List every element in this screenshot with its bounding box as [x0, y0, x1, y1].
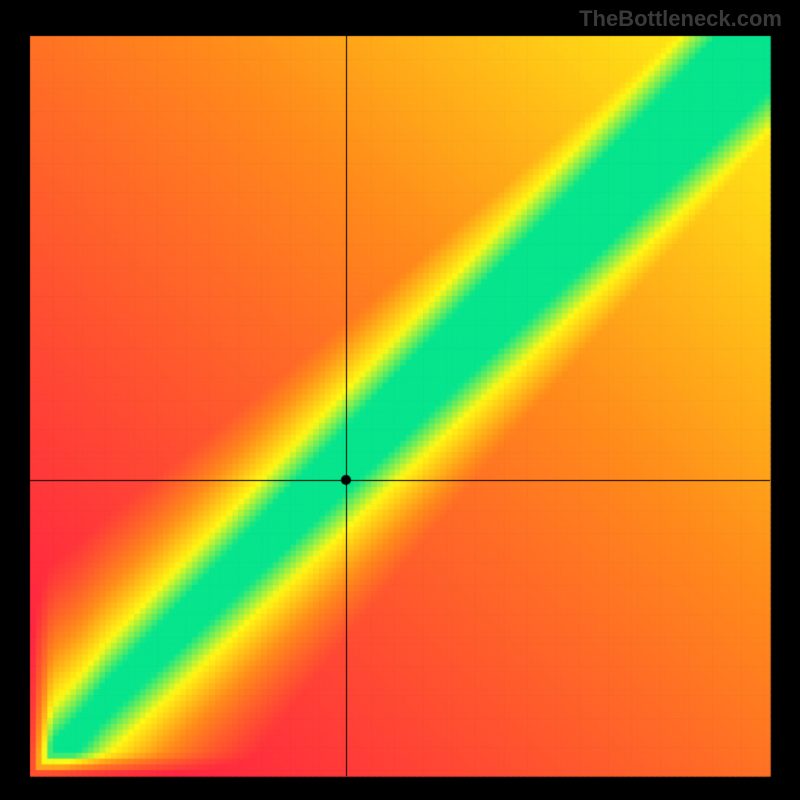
chart-container: TheBottleneck.com — [0, 0, 800, 800]
source-watermark: TheBottleneck.com — [579, 6, 782, 32]
bottleneck-heatmap — [0, 0, 800, 800]
